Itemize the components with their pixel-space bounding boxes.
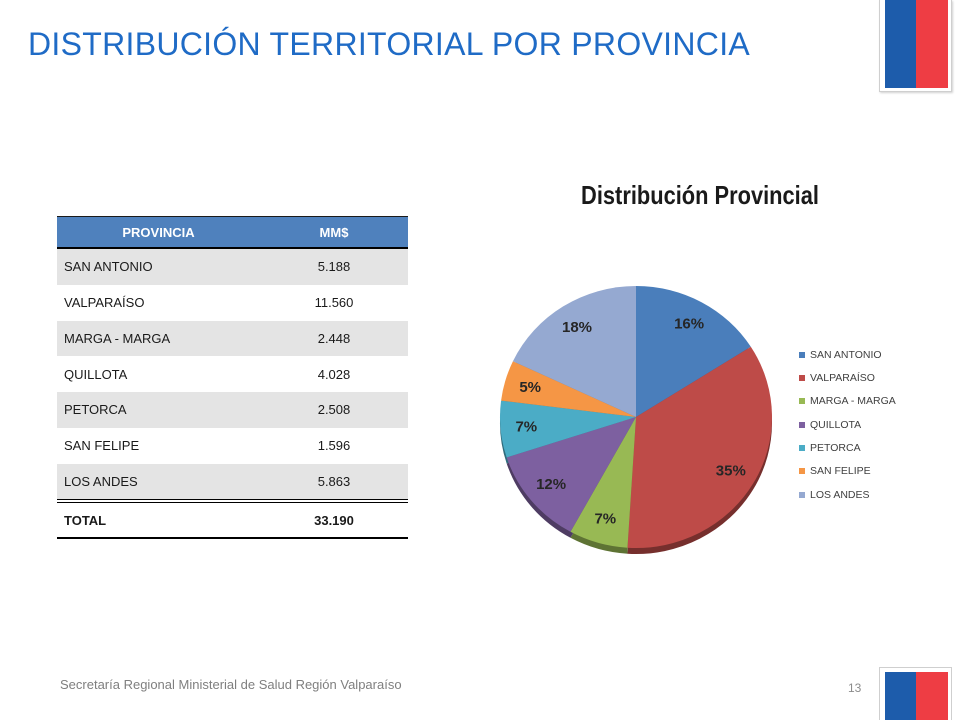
pie-slices — [499, 286, 772, 548]
province-cell: PETORCA — [64, 402, 127, 418]
flag-blue-band-top — [885, 0, 916, 88]
table-header-row: PROVINCIA MM$ — [57, 216, 408, 249]
legend-label: MARGA - MARGA — [810, 395, 896, 408]
province-cell: LOS ANDES — [64, 473, 138, 489]
table-row: SAN ANTONIO 5.188 — [57, 249, 408, 285]
data-label-valparaiso: 35% — [716, 463, 746, 480]
legend-item: SAN ANTONIO — [797, 343, 896, 366]
pie-slice-marga-marga — [570, 417, 636, 548]
province-cell: QUILLOTA — [64, 366, 128, 382]
table-row: VALPARAÍSO 11.560 — [57, 285, 408, 321]
table-row: QUILLOTA 4.028 — [57, 356, 408, 392]
pie-slice-san-felipe — [501, 361, 636, 417]
legend-label: SAN FELIPE — [810, 465, 871, 478]
legend-label: SAN ANTONIO — [810, 348, 882, 361]
amount-cell: 2.508 — [317, 402, 351, 418]
header-province: PROVINCIA — [122, 224, 195, 240]
table-total-row: TOTAL 33.190 — [57, 499, 408, 540]
slide-title: DISTRIBUCIÓN TERRITORIAL POR PROVINCIA — [28, 26, 751, 62]
flag-red-band-top — [916, 0, 948, 88]
legend-swatch — [799, 468, 805, 475]
data-label-san-antonio: 16% — [674, 316, 704, 333]
legend-item: SAN FELIPE — [797, 460, 896, 483]
legend-item: VALPARAÍSO — [797, 366, 896, 389]
legend-swatch — [799, 421, 805, 428]
header-amount: MM$ — [319, 224, 349, 240]
province-table: PROVINCIA MM$ SAN ANTONIO 5.188 VALPARAÍ… — [57, 216, 408, 540]
legend-label: LOS ANDES — [810, 488, 870, 501]
amount-cell: 11.560 — [314, 295, 354, 311]
legend-item: QUILLOTA — [797, 413, 896, 436]
table-row: LOS ANDES 5.863 — [57, 463, 408, 500]
legend-item: LOS ANDES — [797, 483, 896, 506]
legend-label: QUILLOTA — [810, 418, 862, 431]
pie-slice-quillota — [506, 417, 636, 532]
legend-swatch — [799, 351, 805, 358]
chart-title: Distribución Provincial — [581, 180, 819, 210]
amount-cell: 4.028 — [317, 366, 351, 382]
pie-slice-petorca — [499, 400, 636, 458]
data-label-quillota: 12% — [536, 476, 566, 493]
pie-slice-los-andes — [512, 286, 636, 417]
table-row: MARGA - MARGA 2.448 — [57, 320, 408, 357]
table-row: PETORCA 2.508 — [57, 392, 408, 428]
legend-item: PETORCA — [797, 436, 896, 459]
amount-cell: 1.596 — [317, 438, 351, 454]
legend-swatch — [799, 374, 805, 381]
province-cell: VALPARAÍSO — [64, 295, 145, 311]
page-number: 13 — [848, 681, 862, 695]
province-cell: SAN FELIPE — [64, 438, 140, 454]
pie-slice-san-antonio — [636, 286, 751, 417]
legend-label: VALPARAÍSO — [810, 371, 875, 384]
data-label-san-felipe: 5% — [519, 379, 541, 396]
total-label: TOTAL — [64, 512, 107, 528]
legend-swatch — [799, 398, 805, 405]
total-value: 33.190 — [314, 512, 354, 528]
pie-slice-valparaiso — [627, 346, 772, 548]
pie-chart: 16% 35% 7% 12% 7% 5% 18% — [499, 286, 772, 554]
flag-red-band-bottom — [916, 672, 948, 720]
legend-label: PETORCA — [810, 441, 861, 454]
legend-swatch — [799, 444, 805, 451]
data-label-los-andes: 18% — [562, 319, 592, 336]
amount-cell: 2.448 — [317, 330, 351, 346]
table-row: SAN FELIPE 1.596 — [57, 428, 408, 464]
legend-swatch — [799, 491, 805, 498]
data-label-marga-marga: 7% — [594, 510, 616, 527]
footer-organization: Secretaría Regional Ministerial de Salud… — [60, 677, 402, 692]
amount-cell: 5.863 — [317, 473, 351, 489]
amount-cell: 5.188 — [317, 259, 351, 275]
province-cell: MARGA - MARGA — [64, 330, 171, 346]
province-cell: SAN ANTONIO — [64, 259, 153, 275]
legend-item: MARGA - MARGA — [797, 390, 896, 413]
data-label-petorca: 7% — [515, 419, 537, 436]
pie-data-labels: 16% 35% 7% 12% 7% 5% 18% — [515, 316, 745, 528]
chart-legend: SAN ANTONIO VALPARAÍSO MARGA - MARGA QUI… — [797, 343, 896, 506]
flag-blue-band-bottom — [885, 672, 916, 720]
